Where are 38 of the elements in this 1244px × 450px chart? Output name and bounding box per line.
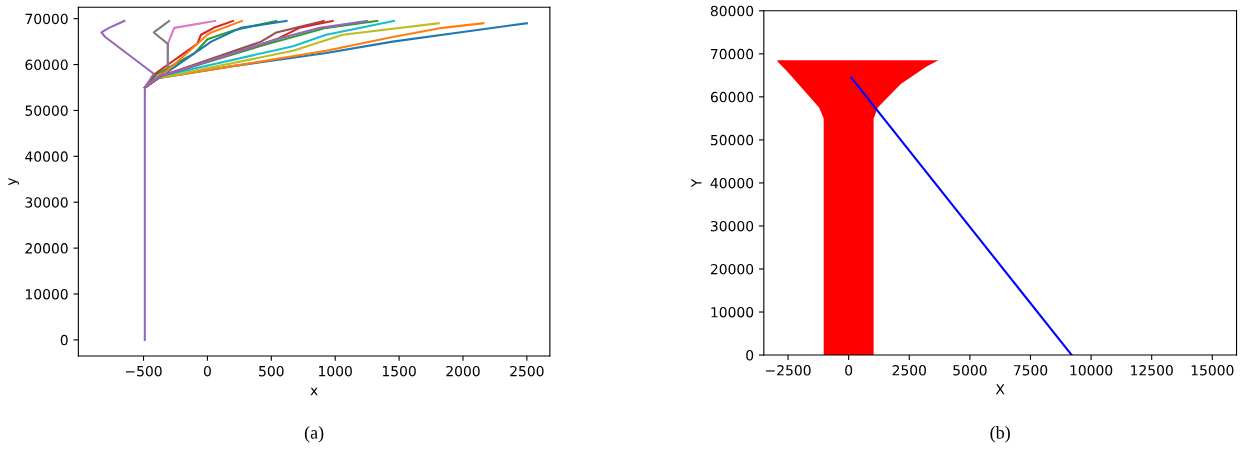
x-tick-label: 0 [845,365,853,376]
y-tick-label: 60000 [25,59,68,71]
y-tick-label: 50000 [710,134,754,146]
y-tick-label: 60000 [710,91,754,103]
x-tick-label: 7500 [1013,365,1048,376]
y-tick-label: 20000 [710,263,754,275]
y-tick-label: 10000 [711,306,754,318]
x-tick-label: 2000 [446,365,480,377]
text: (a) [304,426,324,443]
y-tick-label: 10000 [25,288,68,300]
text: (b) [990,426,1010,443]
x-tick-label: 10000 [1070,365,1113,376]
x-tick-label: 1500 [382,365,416,377]
x-tick-label: 1000 [319,365,352,377]
x-tick-label: 5000 [953,365,987,376]
x-tick-label: 2500 [892,365,927,376]
x-tick-label: 500 [259,365,284,377]
y-tick-label: 80000 [710,5,754,17]
y-axis-title: Y [691,178,702,188]
x-axis-title: x [310,387,318,396]
y-tick-label: 70000 [711,48,754,60]
y-axis-title: y [8,177,19,186]
y-tick-label: 40000 [25,151,68,162]
x-tick-label: 12500 [1131,365,1173,376]
y-tick-label: 50000 [25,105,68,116]
y-tick-label: 20000 [25,243,68,254]
x-axis-title: X [995,384,1005,395]
x-tick-label: −2500 [766,365,811,376]
y-tick-label: 30000 [25,197,68,208]
x-tick-label: 2500 [510,365,544,377]
y-tick-label: 30000 [710,220,754,232]
x-tick-label: 15000 [1191,365,1234,376]
y-tick-label: 40000 [710,177,754,189]
x-tick-label: −500 [125,365,162,377]
y-tick-label: 0 [60,334,68,346]
y-tick-label: 0 [746,350,754,361]
y-tick-label: 70000 [25,13,68,25]
x-tick-label: 0 [203,365,211,377]
